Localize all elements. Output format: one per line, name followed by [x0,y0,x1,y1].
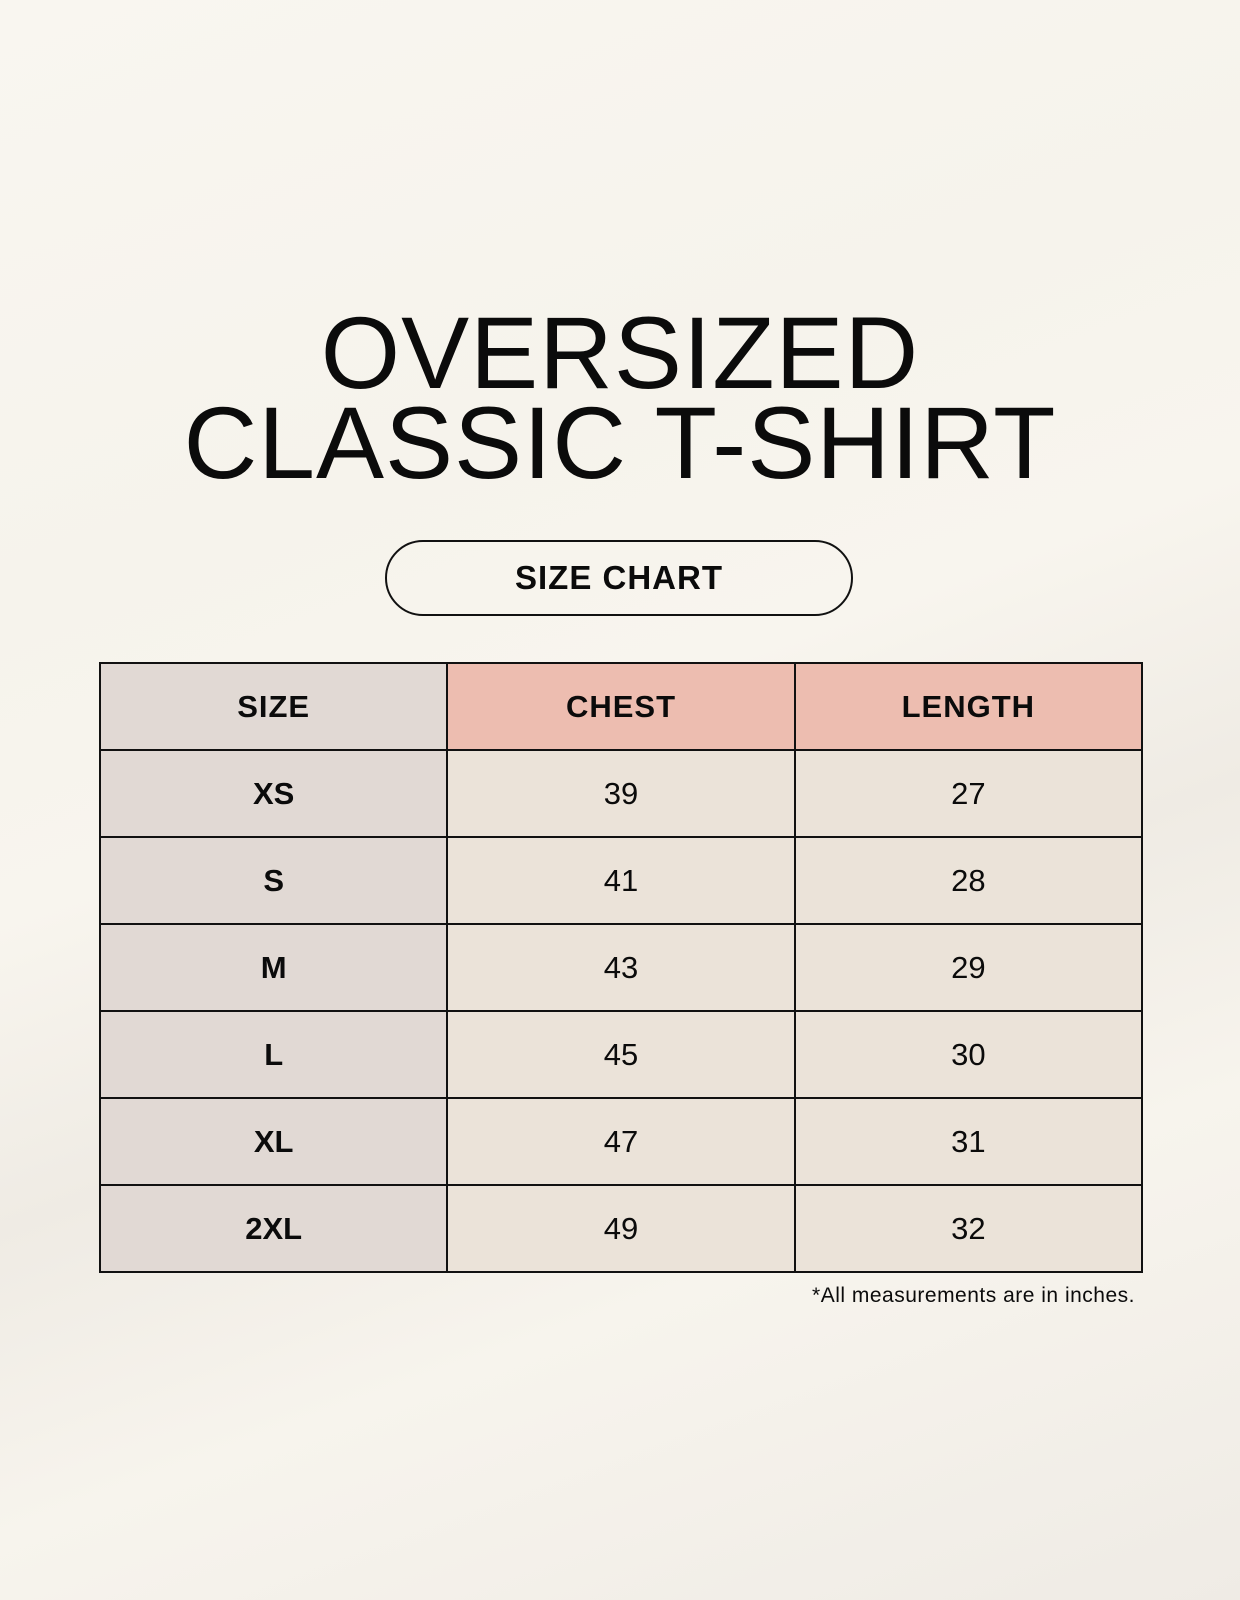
cell-size: M [98,923,449,1012]
cell-chest: 41 [446,836,796,925]
title-line-1: OVERSIZED [320,296,920,410]
cell-chest: 45 [446,1010,796,1099]
cell-size: XS [98,749,449,838]
cell-size: 2XL [98,1184,449,1273]
table-row: L 45 30 [98,1010,1144,1099]
cell-size: L [98,1010,449,1099]
cell-length: 27 [793,749,1144,838]
cell-chest: 43 [446,923,796,1012]
table-row: XS 39 27 [98,749,1144,838]
table-row: XL 47 31 [98,1097,1144,1186]
header-length: LENGTH [793,662,1144,751]
table-row: S 41 28 [98,836,1144,925]
title-line-2: CLASSIC T-SHIRT [183,386,1057,500]
table-header-row: SIZE CHEST LENGTH [98,662,1144,751]
cell-size: S [98,836,449,925]
cell-size: XL [98,1097,449,1186]
cell-chest: 39 [446,749,796,838]
header-size: SIZE [98,662,449,751]
table-row: M 43 29 [98,923,1144,1012]
cell-length: 30 [793,1010,1144,1099]
cell-length: 32 [793,1184,1144,1273]
page-title: OVERSIZED CLASSIC T-SHIRT [0,296,1240,500]
cell-length: 31 [793,1097,1144,1186]
header-chest: CHEST [446,662,796,751]
cell-length: 28 [793,836,1144,925]
size-table: SIZE CHEST LENGTH XS 39 27 S 41 28 M 43 29 L 45 30 X… [98,662,1144,1273]
cell-chest: 49 [446,1184,796,1273]
cell-chest: 47 [446,1097,796,1186]
cell-length: 29 [793,923,1144,1012]
footnote: *All measurements are in inches. [812,1284,1135,1307]
size-chart-badge: SIZE CHART [385,540,853,616]
table-row: 2XL 49 32 [98,1184,1144,1273]
